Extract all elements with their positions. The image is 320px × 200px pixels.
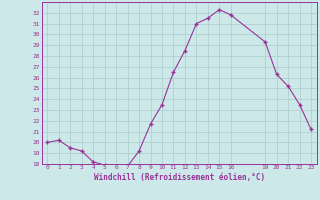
X-axis label: Windchill (Refroidissement éolien,°C): Windchill (Refroidissement éolien,°C) (94, 173, 265, 182)
